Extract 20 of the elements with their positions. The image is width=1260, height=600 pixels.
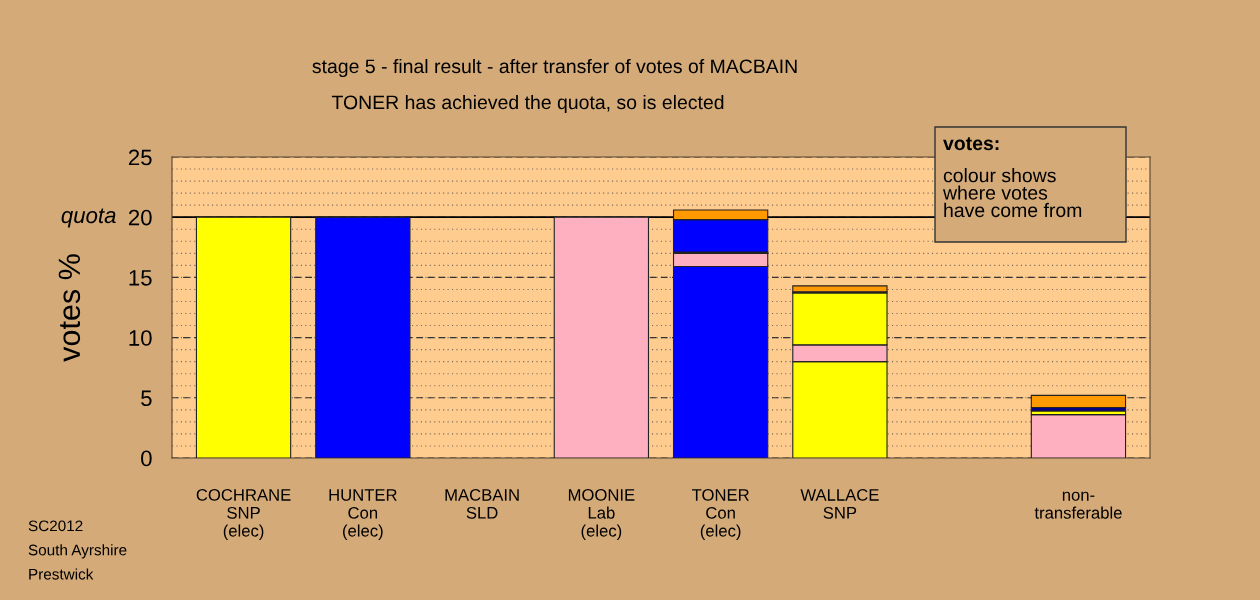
chart-subtitle: TONER has achieved the quota, so is elected xyxy=(331,94,724,114)
x-tick-label: MOONIE Lab (elec) xyxy=(568,489,635,540)
y-tick-label: 20 xyxy=(128,209,152,226)
annotation: colour shows where votes have come from xyxy=(942,168,1082,218)
y-tick-label: 5 xyxy=(141,390,152,407)
chart-title: stage 5 - final result - after transfer of votes of MACBAIN xyxy=(312,58,797,78)
x-tick-label: HUNTER Con (elec) xyxy=(329,489,397,540)
x-tick-label: TONER Con (elec) xyxy=(691,489,749,540)
y-tick-label: 25 xyxy=(128,149,152,166)
text: votes: xyxy=(943,137,999,151)
text: SC2012 South Ayrshire Prestwick xyxy=(28,520,127,580)
x-tick-label: MACBAIN SLD xyxy=(445,489,519,519)
y-axis-title: votes % xyxy=(58,254,81,362)
x-tick-label: non- transferable xyxy=(1034,491,1122,519)
x-tick-label: COCHRANE SNP (elec) xyxy=(196,489,291,540)
y-tick-label: 0 xyxy=(141,450,152,467)
y-tick-label: 10 xyxy=(129,330,152,346)
ref-line-label: quota xyxy=(61,208,116,228)
x-tick-label: WALLACE SNP xyxy=(800,489,879,519)
y-tick-label: 15 xyxy=(129,270,152,286)
